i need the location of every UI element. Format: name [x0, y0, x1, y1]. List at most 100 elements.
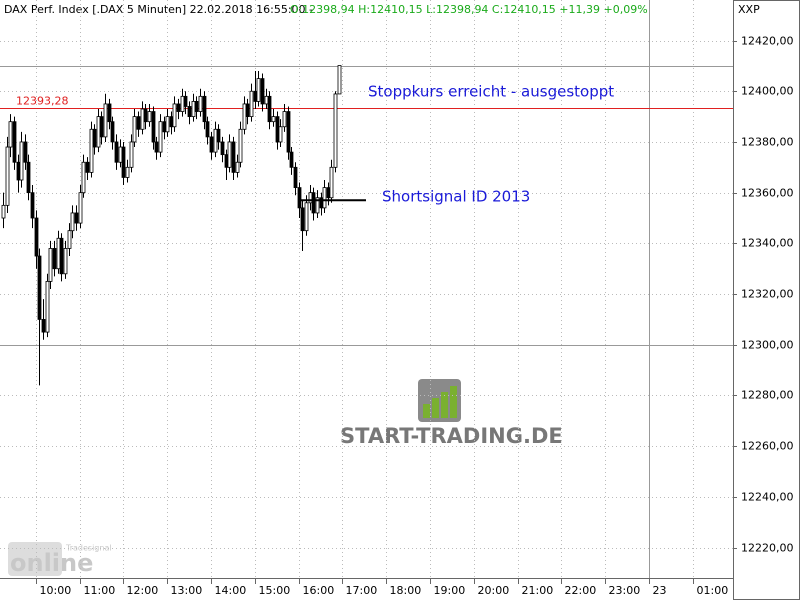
candle-body: [96, 116, 101, 148]
candle-body: [154, 141, 159, 153]
candle-body: [92, 128, 97, 148]
candle-body: [81, 161, 86, 194]
candle-body: [99, 116, 104, 138]
candle-body: [12, 121, 17, 163]
candle-body: [34, 217, 39, 257]
x-tick-label: 11:00: [84, 584, 116, 597]
candle-body: [209, 136, 214, 153]
candle-body: [136, 116, 141, 130]
y-tick-label: 12360,00: [741, 187, 794, 200]
candle-body: [260, 78, 265, 105]
axis-title: XXP: [738, 3, 760, 16]
candle-body: [158, 121, 163, 153]
candle-body: [110, 121, 115, 143]
x-tick-label: 19:00: [434, 584, 466, 597]
candle-body: [23, 141, 28, 163]
candle-body: [30, 192, 35, 219]
candle-body: [114, 141, 119, 163]
candle-body: [143, 108, 148, 123]
candle-body: [140, 108, 145, 130]
candle-body: [315, 197, 320, 214]
candle-body: [78, 192, 83, 224]
candle-body: [329, 166, 334, 199]
stop-label: 12393,28: [16, 95, 69, 108]
x-tick-label: 15:00: [259, 584, 291, 597]
candle-body: [275, 116, 280, 143]
quote: O:12398,94 H:12410,15 L:12398,94 C:12410…: [290, 3, 648, 16]
candle-body: [235, 161, 240, 173]
logo-bar: [450, 386, 457, 418]
candle-body: [26, 161, 31, 194]
x-tick-label: 17:00: [346, 584, 378, 597]
candle-body: [56, 237, 61, 270]
candle-body: [202, 95, 207, 123]
y-tick-label: 12260,00: [741, 440, 794, 453]
candle-body: [253, 90, 258, 102]
candle-body: [216, 128, 221, 143]
candle-body: [172, 103, 177, 128]
candle-body: [16, 161, 21, 181]
candle-body: [67, 230, 72, 249]
candle-body: [162, 121, 167, 133]
candle-body: [227, 141, 232, 168]
candle-body: [59, 237, 64, 275]
candle-body: [89, 128, 94, 173]
candle-body: [242, 103, 247, 130]
watermark: START-TRADING.DE: [340, 424, 563, 448]
candle-body: [191, 101, 196, 118]
annotation: Shortsignal ID 2013: [382, 188, 530, 206]
candle-body: [85, 161, 90, 173]
logo-bar: [423, 404, 430, 418]
candle-body: [249, 90, 254, 118]
x-tick-label: 23: [653, 584, 667, 597]
candle-body: [132, 116, 137, 143]
y-tick-label: 12280,00: [741, 389, 794, 402]
candle-body: [147, 111, 152, 123]
candle-body: [176, 103, 181, 112]
x-tick-label: 16:00: [303, 584, 335, 597]
y-tick-label: 12320,00: [741, 288, 794, 301]
candle-body: [74, 212, 79, 224]
x-tick-label: 23:00: [609, 584, 641, 597]
candle-body: [245, 103, 250, 118]
candle-body: [121, 146, 126, 178]
candle-body: [52, 248, 57, 270]
logo-bar: [441, 392, 448, 418]
candle-body: [308, 192, 313, 204]
candle-body: [1, 204, 6, 219]
candle-body: [297, 187, 302, 209]
candle-body: [224, 154, 229, 168]
candle-body: [183, 95, 188, 107]
x-tick-label: 10:00: [40, 584, 72, 597]
x-tick-label: 18:00: [390, 584, 422, 597]
y-tick-label: 12400,00: [741, 85, 794, 98]
candle-body: [198, 95, 203, 112]
candle-body: [213, 128, 218, 153]
candle-body: [326, 187, 331, 199]
y-tick-label: 12240,00: [741, 491, 794, 504]
candle-body: [337, 65, 342, 95]
candle-body: [333, 93, 338, 168]
candle-body: [5, 146, 10, 206]
annotation: Stoppkurs erreicht - ausgestoppt: [368, 83, 614, 101]
candle-body: [125, 166, 130, 178]
candle-body: [41, 319, 46, 333]
candle-body: [107, 103, 112, 123]
candle-body: [70, 212, 75, 232]
candle-body: [238, 128, 243, 163]
x-tick-label: 20:00: [478, 584, 510, 597]
candle-body: [180, 95, 185, 112]
candle-body: [231, 141, 236, 173]
chart-title: DAX Perf. Index [.DAX 5 Minuten] 22.02.2…: [4, 3, 313, 16]
candle-body: [220, 141, 225, 156]
x-tick-label: 14:00: [215, 584, 247, 597]
start-trading-logo: START-TRADING.DE: [340, 379, 563, 448]
candle-body: [151, 111, 156, 143]
candle-body: [187, 106, 192, 118]
logo-box: [8, 542, 62, 576]
candle-body: [293, 166, 298, 188]
y-tick-label: 12300,00: [741, 339, 794, 352]
x-tick-label: 21:00: [522, 584, 554, 597]
candle-body: [256, 78, 261, 102]
